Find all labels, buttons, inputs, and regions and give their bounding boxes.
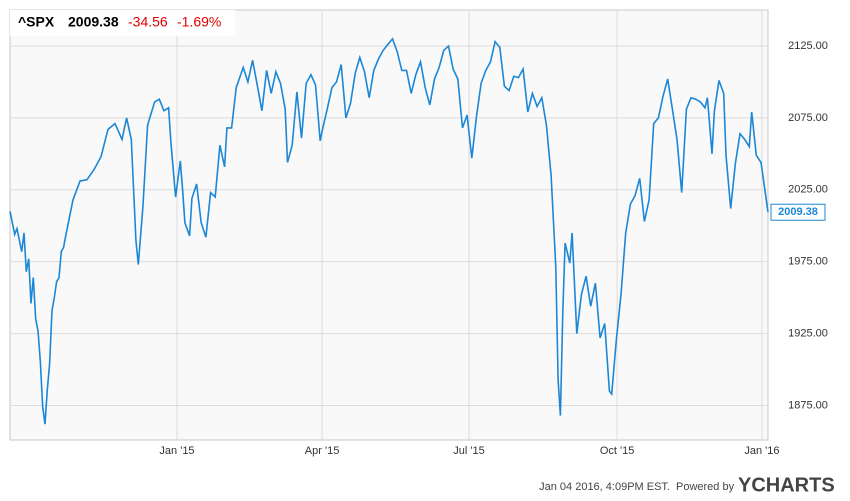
footer-timestamp: Jan 04 2016, 4:09PM EST. [539, 481, 670, 493]
y-tick-label: 2025.00 [788, 184, 828, 196]
x-tick-label: Apr '15 [305, 445, 340, 457]
y-tick-label: 2125.00 [788, 40, 828, 52]
y-tick-label: 1975.00 [788, 256, 828, 268]
x-tick-label: Jul '15 [453, 445, 484, 457]
last-value-label: 2009.38 [778, 206, 818, 218]
y-tick-label: 1875.00 [788, 399, 828, 411]
y-tick-label: 2075.00 [788, 112, 828, 124]
symbol: ^SPX [18, 14, 55, 30]
change-percent: -1.69% [177, 14, 221, 30]
last-value-box [770, 203, 826, 221]
plot-area [9, 9, 769, 441]
price-line [9, 37, 769, 425]
x-tick-label: Jan '15 [159, 445, 194, 457]
powered-by: Powered by [676, 481, 735, 493]
change: -34.56 [128, 14, 168, 30]
x-tick-label: Oct '15 [600, 445, 635, 457]
x-tick-label: Jan '16 [744, 445, 779, 457]
header-box [10, 10, 235, 36]
brand-logo[interactable]: YCHARTS [738, 474, 835, 496]
price: 2009.38 [68, 14, 119, 30]
y-tick-label: 1925.00 [788, 327, 828, 339]
